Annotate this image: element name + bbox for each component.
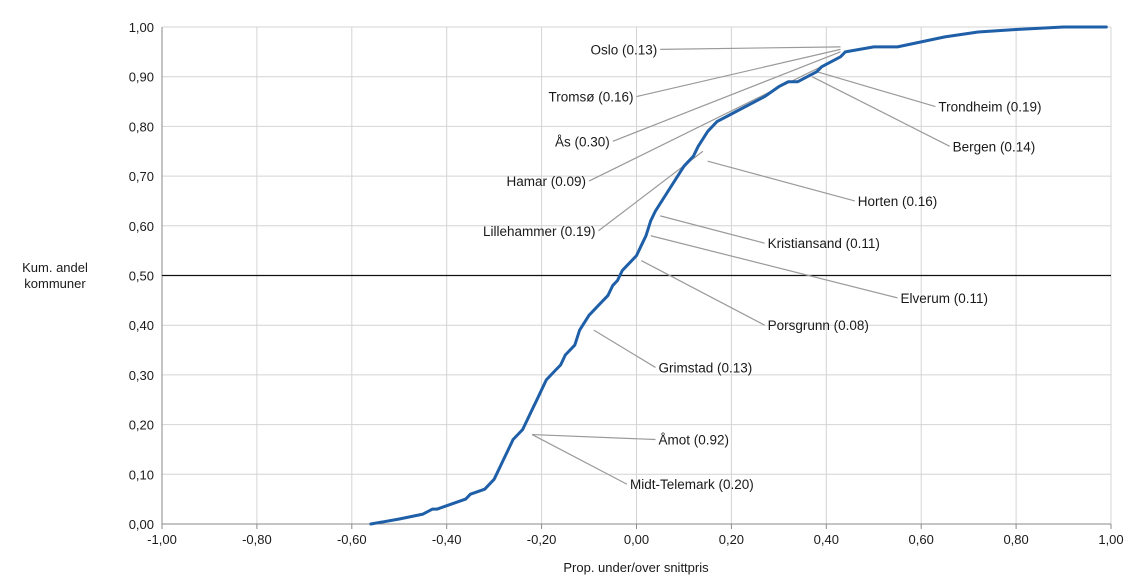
annotation-label: Tromsø (0.16) — [548, 90, 633, 105]
y-axis-label-line-2: kommuner — [24, 276, 86, 291]
annotation-leaders — [531, 46, 950, 485]
y-tick-label: 1,00 — [129, 20, 154, 35]
x-tick-label: -1,00 — [147, 532, 177, 547]
annotation-label: Ås (0.30) — [555, 134, 610, 149]
x-tick-label: 0,20 — [719, 532, 744, 547]
y-tick-label: 0,60 — [129, 219, 154, 234]
x-tick-label: 0,00 — [624, 532, 649, 547]
annotation-label: Trondheim (0.19) — [938, 100, 1041, 115]
y-tick-label: 0,50 — [129, 269, 154, 284]
annotation-leader-line — [707, 160, 855, 202]
x-axis-label: Prop. under/over snittpris — [563, 560, 709, 575]
tick-labels: -1,00 -0,80 -0,60 -0,40 -0,20 0,00 0,20 0,40 0,6… — [129, 20, 1124, 547]
y-axis-label: Kum. andel kommuner — [0, 260, 110, 292]
y-tick-label: 0,40 — [129, 318, 154, 333]
x-tick-label: 0,60 — [909, 532, 934, 547]
x-tick-label: 1,00 — [1098, 532, 1123, 547]
annotation-label: Midt-Telemark (0.20) — [630, 477, 754, 492]
annotation-leader-line — [636, 48, 841, 98]
annotation-label: Kristiansand (0.11) — [768, 236, 880, 251]
annotation-label: Horten (0.16) — [858, 194, 938, 209]
series-group — [369, 25, 1108, 526]
x-tick-label: 0,40 — [814, 532, 839, 547]
annotation-label: Åmot (0.92) — [658, 433, 729, 448]
annotation-leader-line — [532, 433, 656, 441]
x-tick-label: -0,40 — [432, 532, 462, 547]
y-axis-label-line-1: Kum. andel — [22, 260, 88, 275]
annotation-leader-line — [593, 329, 656, 368]
series-line — [369, 25, 1108, 526]
x-tick-label: 0,80 — [1003, 532, 1028, 547]
annotation-leader-line — [640, 260, 765, 326]
annotation-leader-line — [816, 71, 936, 108]
x-tick-label: -0,20 — [527, 532, 557, 547]
annotation-leader-line — [811, 76, 950, 147]
x-tick-label: -0,80 — [242, 532, 272, 547]
annotation-label: Bergen (0.14) — [953, 139, 1036, 154]
annotation-label: Elverum (0.11) — [900, 291, 988, 306]
annotation-leader-line — [531, 434, 628, 485]
y-tick-label: 0,10 — [129, 467, 154, 482]
y-tick-label: 0,30 — [129, 368, 154, 383]
annotation-leader-line — [660, 215, 765, 244]
annotation-label: Grimstad (0.13) — [658, 360, 752, 375]
y-tick-label: 0,70 — [129, 169, 154, 184]
x-tick-label: -0,60 — [337, 532, 367, 547]
annotation-labels: Oslo (0.13) Tromsø (0.16) Ås (0.30) Hamar (… — [483, 42, 1041, 492]
y-tick-label: 0,00 — [129, 517, 154, 532]
annotation-leader-line — [660, 46, 841, 50]
annotation-leader-line — [650, 235, 898, 299]
annotation-label: Hamar (0.09) — [507, 174, 587, 189]
annotation-label: Lillehammer (0.19) — [483, 224, 596, 239]
annotation-label: Oslo (0.13) — [590, 42, 657, 57]
y-tick-label: 0,20 — [129, 418, 154, 433]
annotation-label: Porsgrunn (0.08) — [768, 318, 869, 333]
annotation-leader-line — [612, 51, 841, 142]
y-tick-label: 0,90 — [129, 70, 154, 85]
y-tick-label: 0,80 — [129, 119, 154, 134]
